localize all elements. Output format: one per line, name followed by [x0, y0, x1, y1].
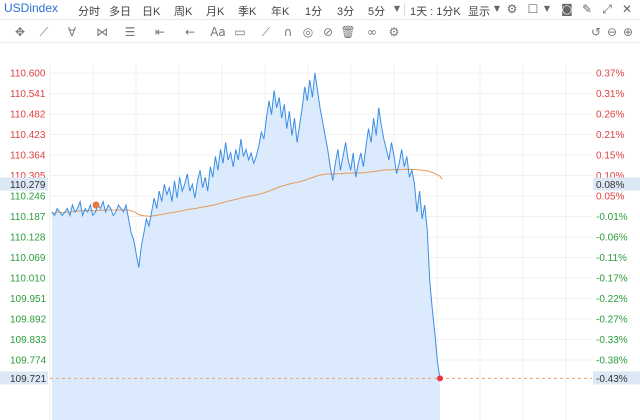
timeframe-tab-1min[interactable]: 1分: [305, 6, 323, 18]
hide-drawings-icon[interactable]: ◎: [302, 25, 314, 39]
fullscreen-icon[interactable]: ⤢: [602, 2, 612, 16]
y-tick-label-right: 0.26%: [596, 110, 624, 121]
checkbox-icon[interactable]: ☐: [527, 2, 539, 16]
toolbar-divider: [404, 3, 405, 16]
y-tick-label-left: 109.892: [10, 315, 47, 326]
y-tick-label-right: -0.33%: [596, 335, 628, 346]
y-tick-label-left: 110.482: [10, 110, 46, 121]
chevron-down-icon[interactable]: ▼: [543, 4, 551, 13]
y-tick-label-right: -0.22%: [596, 294, 628, 305]
prev-close-label-left: 110.279: [10, 180, 46, 191]
visibility-icon[interactable]: ∞: [367, 25, 377, 39]
y-tick-label-left: 110.305: [10, 171, 46, 182]
undo-icon[interactable]: ↺: [590, 25, 602, 39]
chevron-down-icon[interactable]: ▼: [493, 4, 501, 13]
channel-tool-icon[interactable]: ∀: [67, 25, 77, 39]
delete-icon[interactable]: 🗑: [340, 25, 356, 39]
y-tick-label-right: 0.15%: [596, 151, 624, 162]
eraser-icon[interactable]: ⟋: [261, 25, 271, 39]
y-tick-label-right: 0.37%: [596, 69, 624, 80]
y-tick-label-left: 110.246: [10, 192, 46, 203]
timeframe-tab-multiday[interactable]: 多日: [109, 6, 131, 18]
y-tick-label-left: 109.774: [10, 356, 47, 367]
chart-markers: [50, 201, 592, 382]
comment-tool-icon[interactable]: ▭: [234, 25, 246, 39]
display-menu[interactable]: 显示: [468, 6, 490, 18]
y-tick-label-left: 110.600: [10, 69, 46, 80]
y-tick-label-left: 110.364: [10, 151, 46, 162]
y-tick-label-right: -0.17%: [596, 274, 628, 285]
symbol-label[interactable]: USDindex: [4, 1, 59, 15]
timeframe-tab-intraday[interactable]: 分时: [78, 6, 100, 18]
prev-close-label-right: 0.08%: [596, 180, 624, 191]
price-line: [51, 72, 441, 379]
fib-tool-icon[interactable]: ☰: [124, 25, 136, 39]
crosshair-icon[interactable]: ✥: [14, 25, 26, 39]
dropdown-icon[interactable]: ▼: [393, 4, 401, 13]
price-area: [52, 73, 440, 420]
y-tick-label-right: 0.10%: [596, 171, 624, 182]
current-price-label-right: -0.43%: [596, 374, 628, 385]
open-price-marker: [92, 201, 100, 209]
y-tick-label-left: 110.010: [10, 274, 46, 285]
y-tick-label-left: 110.128: [10, 233, 46, 244]
y-tick-label-left: 110.069: [10, 253, 46, 264]
draw-settings-icon[interactable]: ⚙: [388, 25, 400, 39]
y-tick-label-right: 0.21%: [596, 130, 624, 141]
chart-svg[interactable]: 110.600 0.37% 110.541 0.31% 110.482 0.26% 110.…: [0, 44, 640, 420]
y-tick-label-right: -0.11%: [596, 253, 627, 264]
axis-labels: 110.600 0.37% 110.541 0.31% 110.482 0.26% 110.…: [0, 69, 640, 385]
magnet-icon[interactable]: ∩: [283, 25, 293, 39]
zoom-in-icon[interactable]: ⊕: [622, 25, 634, 39]
y-tick-label-right: 0.05%: [596, 192, 624, 203]
arrow-tool-icon[interactable]: ←: [184, 25, 196, 39]
y-tick-label-left: 110.187: [10, 212, 46, 223]
top-toolbar: USDindex 分时 多日 日K 周K 月K 季K 年K 1分 3分 5分 ▼…: [0, 0, 640, 20]
range-selector[interactable]: 1天 : 1分K: [410, 6, 461, 18]
zoom-out-icon[interactable]: ⊖: [606, 25, 618, 39]
line-tool-icon[interactable]: ⟋: [39, 25, 49, 39]
y-tick-label-right: 0.31%: [596, 89, 624, 100]
pencil-icon[interactable]: ✎: [581, 2, 593, 16]
prev-close-badge-left: [0, 177, 48, 191]
prev-close-badge-right: [593, 177, 640, 191]
average-price-line: [51, 168, 443, 217]
y-tick-label-right: -0.06%: [596, 233, 628, 244]
current-price-badge-left: [0, 371, 48, 385]
timeframe-tab-year[interactable]: 年K: [271, 6, 290, 18]
current-price-label-left: 109.721: [10, 374, 47, 385]
intraday-chart[interactable]: 110.600 0.37% 110.541 0.31% 110.482 0.26% 110.…: [0, 44, 640, 420]
timeframe-tab-week[interactable]: 周K: [174, 6, 193, 18]
y-tick-label-right: -0.27%: [596, 315, 628, 326]
y-tick-label-right: -0.38%: [596, 356, 628, 367]
camera-icon[interactable]: ◙: [561, 2, 573, 16]
close-icon[interactable]: ✕: [621, 2, 633, 16]
gear-icon[interactable]: ⚙: [506, 2, 518, 16]
timeframe-tab-5min[interactable]: 5分: [368, 6, 386, 18]
timeframe-tab-month[interactable]: 月K: [206, 6, 225, 18]
timeframe-tab-3min[interactable]: 3分: [337, 6, 355, 18]
y-tick-label-right: -0.01%: [596, 212, 628, 223]
lock-icon[interactable]: ⊘: [322, 25, 334, 39]
drawing-toolbar: ✥ ⟋ ∀ ⋈ ☰ ⇤ ← Aa ▭ ⟋ ∩ ◎ ⊘ 🗑 ∞ ⚙ ↺ ⊖ ⊕: [0, 21, 640, 43]
timeframe-tab-day[interactable]: 日K: [142, 6, 161, 18]
y-tick-label-left: 110.541: [10, 89, 46, 100]
text-tool-icon[interactable]: Aa: [210, 25, 226, 39]
measure-tool-icon[interactable]: ⇤: [154, 25, 166, 39]
y-tick-label-left: 110.423: [10, 130, 46, 141]
y-tick-label-left: 109.833: [10, 335, 47, 346]
current-price-dot: [437, 375, 443, 382]
current-price-badge-right: [593, 371, 640, 385]
timeframe-tab-quarter[interactable]: 季K: [238, 6, 257, 18]
y-tick-label-left: 109.951: [10, 294, 47, 305]
pattern-tool-icon[interactable]: ⋈: [96, 25, 108, 39]
